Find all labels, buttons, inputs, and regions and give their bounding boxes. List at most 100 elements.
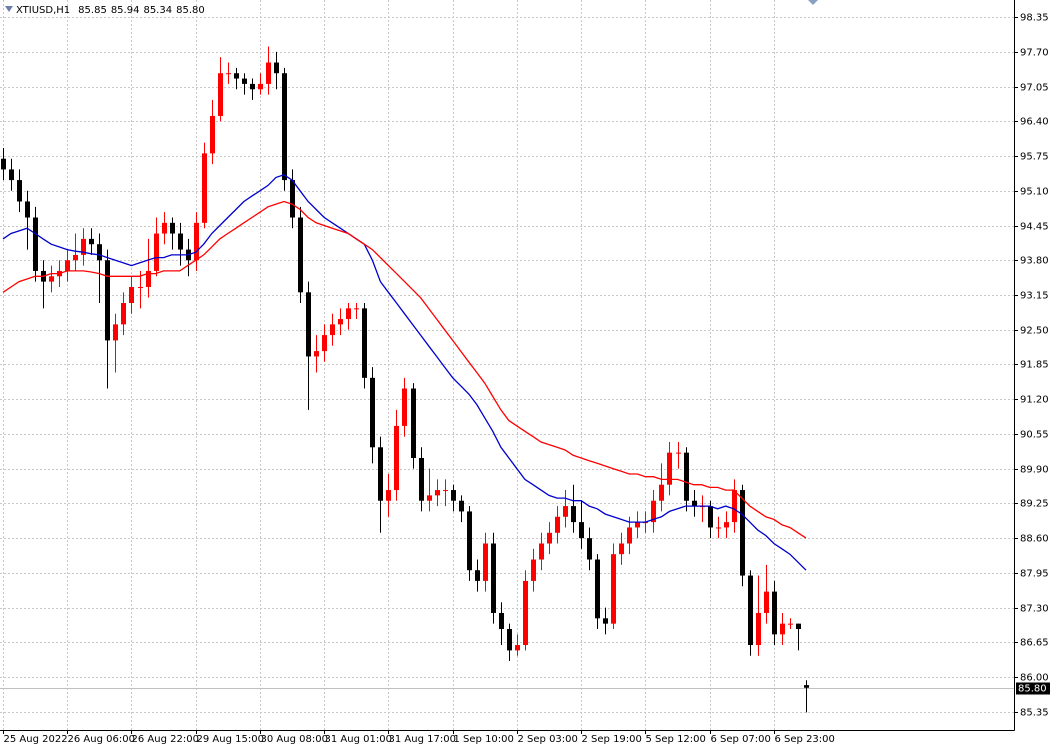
candle-body — [475, 570, 480, 581]
candle-body — [170, 222, 175, 234]
candle-body — [162, 222, 167, 234]
candle-body — [555, 516, 560, 533]
candle-body — [611, 554, 616, 624]
candle-body — [362, 308, 367, 378]
candle-body — [547, 532, 552, 544]
x-tick-label: 6 Sep 23:00 — [775, 734, 835, 745]
candle-body — [330, 324, 335, 336]
symbol: XTIUSD,H1 — [16, 5, 70, 16]
y-tick-label: 92.50 — [1020, 326, 1049, 337]
candle-body — [121, 303, 126, 325]
candle-body — [635, 522, 640, 528]
x-tick-label: 26 Aug 06:00 — [68, 734, 135, 745]
candle-body — [338, 319, 343, 325]
candle-body — [708, 506, 713, 528]
candle-body — [467, 511, 472, 571]
candle-body — [81, 238, 86, 255]
candle-body — [354, 308, 359, 310]
candle-body — [370, 377, 375, 448]
y-tick-label: 89.25 — [1020, 499, 1049, 510]
x-tick-label: 1 Sep 10:00 — [454, 734, 514, 745]
candle-body — [507, 628, 512, 651]
candle-body — [306, 292, 311, 357]
x-tick-label: 6 Sep 07:00 — [711, 734, 771, 745]
candle-body — [17, 180, 22, 202]
candle-body — [748, 575, 753, 646]
candle-body — [443, 490, 448, 492]
candle-body — [619, 543, 624, 555]
candle-body — [788, 623, 793, 625]
candle-body — [146, 270, 151, 287]
candle-body — [692, 500, 697, 507]
moving-average — [2, 174, 807, 571]
candle-body — [250, 83, 255, 90]
candle-body — [210, 115, 215, 154]
candle-body — [419, 457, 424, 501]
y-tick-label: 93.15 — [1020, 291, 1049, 302]
candle-body — [659, 484, 664, 501]
x-tick-label: 26 Aug 22:00 — [132, 734, 199, 745]
candle-body — [523, 580, 528, 646]
candle-body — [603, 618, 608, 624]
candle-body — [756, 612, 761, 646]
candle-body — [266, 62, 271, 84]
y-tick-label: 85.35 — [1020, 708, 1049, 719]
candle-body — [105, 260, 110, 341]
candle-body — [411, 388, 416, 458]
shift-marker — [808, 0, 818, 5]
header-quote: 85.94 — [111, 5, 140, 16]
y-tick-label: 87.95 — [1020, 569, 1049, 580]
candle-body — [772, 591, 777, 635]
candle-body — [764, 591, 769, 613]
y-tick-label: 88.60 — [1020, 534, 1049, 545]
candle-body — [65, 260, 70, 271]
candle-body — [676, 452, 681, 454]
candle-body — [571, 506, 576, 523]
candle-body — [1, 158, 6, 170]
candle-body — [539, 543, 544, 560]
y-tick-label: 89.90 — [1020, 465, 1049, 476]
candle-body — [515, 645, 520, 651]
candle-body — [483, 543, 488, 581]
candle-body — [298, 217, 303, 293]
x-tick-label: 5 Sep 12:00 — [646, 734, 706, 745]
candle-body — [25, 201, 30, 218]
candle-body — [563, 506, 568, 517]
candle-body — [242, 78, 247, 84]
candle-body — [587, 538, 592, 560]
candle-body — [73, 254, 78, 261]
candle-body — [804, 685, 809, 688]
candle-body — [716, 527, 721, 529]
candle-body — [97, 244, 102, 261]
candle-body — [740, 490, 745, 576]
candle-body — [378, 447, 383, 501]
candle-body — [113, 324, 118, 341]
candle-body — [627, 527, 632, 544]
candle-body — [9, 169, 14, 181]
chart-header: XTIUSD,H1 85.85 85.94 85.34 85.80 — [16, 5, 205, 16]
y-tick-label: 86.65 — [1020, 638, 1049, 649]
header-icon — [5, 6, 13, 12]
candle-body — [491, 543, 496, 613]
candle-body — [595, 559, 600, 619]
y-tick-label: 96.40 — [1020, 117, 1049, 128]
y-tick-label: 91.20 — [1020, 395, 1049, 406]
y-tick-label: 87.30 — [1020, 604, 1049, 615]
plot — [1, 46, 809, 713]
y-tick-label: 94.45 — [1020, 222, 1049, 233]
y-tick-label: 95.10 — [1020, 187, 1049, 198]
candle-body — [49, 276, 54, 282]
x-tick-label: 25 Aug 2022 — [4, 734, 68, 745]
candle-body — [684, 452, 689, 501]
candle-body — [194, 222, 199, 261]
candle-body — [531, 559, 536, 581]
candle-body — [579, 522, 584, 539]
candle-body — [282, 73, 287, 181]
candle-body — [732, 490, 737, 523]
y-tick-label: 97.70 — [1020, 48, 1049, 59]
candle-body — [459, 500, 464, 512]
x-tick-label: 31 Aug 01:00 — [325, 734, 392, 745]
candle-body — [796, 623, 801, 629]
y-tick-label: 97.05 — [1020, 83, 1049, 94]
candle-body — [138, 286, 143, 288]
